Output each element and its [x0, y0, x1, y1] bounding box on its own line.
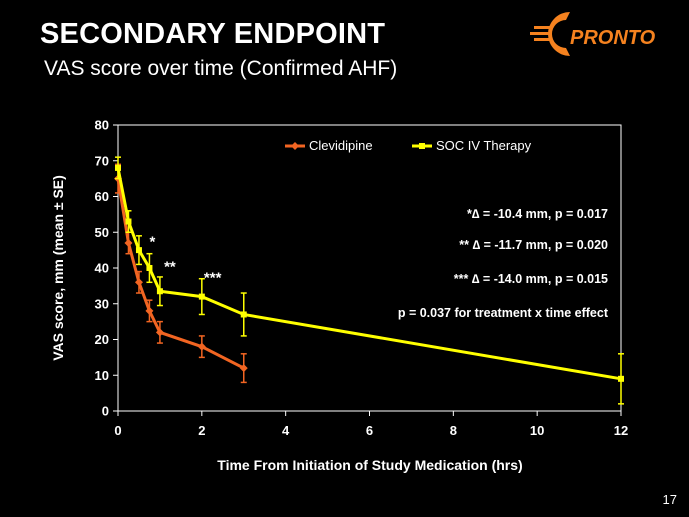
x-tick-label: 6: [366, 423, 373, 438]
significance-marks: ******: [149, 234, 221, 287]
data-point: [156, 288, 163, 295]
significance-mark: ***: [204, 269, 222, 286]
x-axis-title: Time From Initiation of Study Medication…: [217, 457, 522, 473]
data-point: [618, 375, 624, 382]
series-line-soc-iv-therapy: [116, 167, 622, 381]
significance-mark: **: [164, 259, 176, 276]
y-tick-label: 30: [95, 296, 109, 311]
logo-text: PRONTO: [570, 27, 656, 49]
y-axis-title: VAS score, mm (mean ± SE): [50, 175, 66, 361]
data-point: [146, 265, 153, 271]
legend-label-soc: SOC IV Therapy: [436, 138, 532, 153]
significance-mark: *: [149, 234, 155, 251]
y-axis-ticks: 0 10 20 30 40 50 60 70 80: [95, 118, 118, 419]
x-axis-ticks: 0 2 4 6 8 10 12: [114, 411, 628, 438]
legend-marker-soc: [419, 143, 425, 149]
logo-c-mark: [530, 12, 570, 56]
data-point: [135, 247, 142, 254]
annotation-4: p = 0.037 for treatment x time effect: [398, 306, 609, 320]
legend-marker-clevidipine: [291, 142, 299, 150]
legend: Clevidipine SOC IV Therapy: [285, 138, 532, 153]
data-point: [155, 328, 164, 337]
data-point: [115, 164, 121, 171]
x-tick-label: 12: [614, 423, 628, 438]
page-number: 17: [662, 492, 677, 507]
y-tick-label: 40: [95, 261, 109, 276]
annotation-1: *∆ = -10.4 mm, p = 0.017: [467, 207, 608, 221]
data-point: [197, 342, 206, 351]
data-point: [198, 293, 205, 300]
data-point: [239, 364, 248, 373]
data-point: [125, 218, 132, 225]
series-soc-iv-therapy: [115, 156, 624, 405]
plot-area: [117, 124, 622, 412]
y-tick-label: 70: [95, 153, 109, 168]
stats-annotations: *∆ = -10.4 mm, p = 0.017 ** ∆ = -11.7 mm…: [398, 207, 609, 320]
y-tick-label: 60: [95, 189, 109, 204]
x-tick-label: 0: [114, 423, 121, 438]
data-point: [134, 278, 143, 287]
x-tick-label: 8: [450, 423, 457, 438]
data-point: [240, 311, 247, 318]
annotation-2: ** ∆ = -11.7 mm, p = 0.020: [459, 238, 608, 252]
x-tick-label: 10: [530, 423, 544, 438]
y-tick-label: 10: [95, 368, 109, 383]
annotation-3: *** ∆ = -14.0 mm, p = 0.015: [454, 272, 608, 286]
x-tick-label: 2: [198, 423, 205, 438]
data-point: [145, 306, 154, 315]
legend-label-clevidipine: Clevidipine: [309, 138, 373, 153]
y-tick-label: 0: [102, 404, 109, 419]
y-tick-label: 50: [95, 225, 109, 240]
y-tick-label: 20: [95, 332, 109, 347]
pronto-logo: PRONTO: [530, 12, 656, 56]
slide-subtitle: VAS score over time (Confirmed AHF): [44, 57, 398, 80]
y-tick-label: 80: [95, 118, 109, 133]
data-point: [124, 238, 133, 247]
slide-title: SECONDARY ENDPOINT: [40, 18, 386, 50]
x-tick-label: 4: [282, 423, 290, 438]
series-layer: [114, 156, 624, 405]
